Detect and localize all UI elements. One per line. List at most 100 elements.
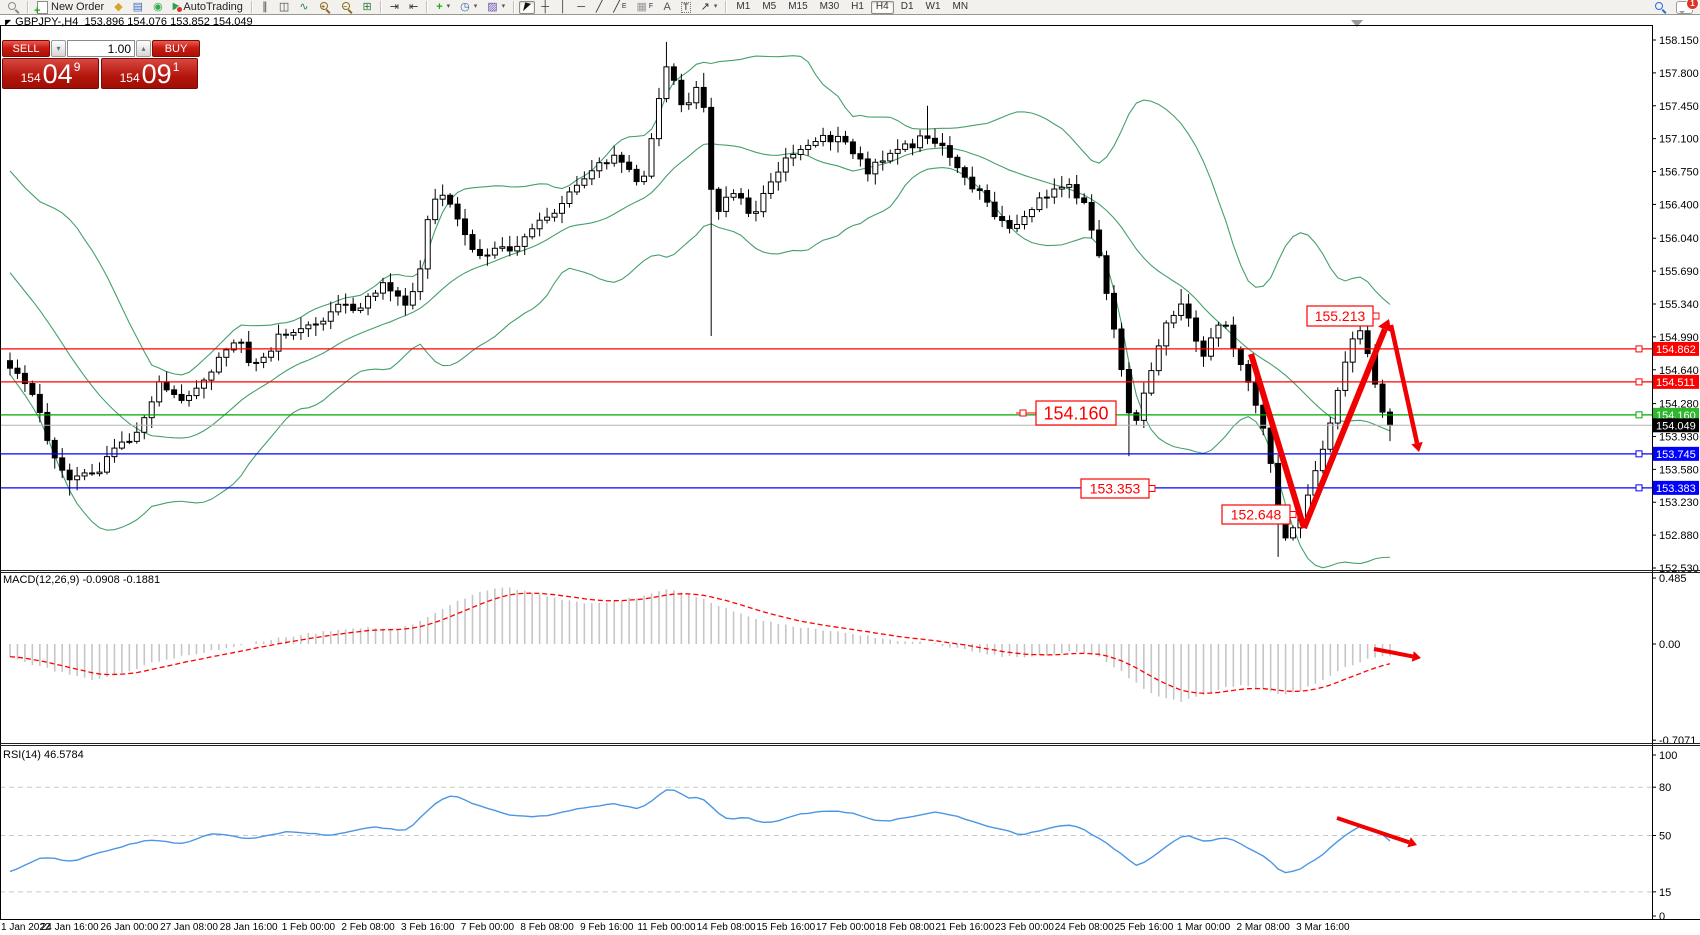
fibonacci-tool[interactable]: ▦ F [636, 1, 654, 13]
svg-text:1 Mar 00:00: 1 Mar 00:00 [1177, 922, 1231, 933]
timeframe-button-m30[interactable]: M30 [815, 1, 844, 14]
timeframe-label: MN [952, 1, 969, 12]
periods-button[interactable]: ◷ ▾ [460, 1, 478, 13]
toolbar-separator [426, 1, 429, 13]
signals-icon[interactable]: ◉ [149, 1, 167, 14]
svg-text:0.485: 0.485 [1659, 573, 1687, 585]
rsi-pane[interactable]: 100 80 50 15 0 RSI(14) 46.5784 [0, 749, 1677, 923]
svg-text:-0.7071: -0.7071 [1659, 735, 1696, 747]
timeframe-button-h4[interactable]: H4 [870, 0, 894, 14]
buy-price-button[interactable]: 154 09 1 [101, 58, 198, 89]
toolbar-separator [725, 1, 728, 13]
line-chart-icon-icon: ∿ [299, 1, 309, 13]
metaquotes-icon[interactable]: ◆ [110, 1, 126, 14]
zoom-in-icon: + [319, 1, 331, 13]
timeframe-label: M5 [762, 1, 777, 12]
timeframe-button-w1[interactable]: W1 [921, 1, 946, 14]
text-icon: A [663, 1, 671, 13]
bar-chart-icon-icon: ∥ [262, 1, 268, 13]
notifications-button[interactable]: 1 [1676, 0, 1699, 14]
templates-icon: ▨ [487, 1, 498, 13]
new-order-button[interactable]: New Order [33, 0, 108, 17]
svg-text:157.800: 157.800 [1659, 68, 1699, 80]
svg-text:11 Feb 00:00: 11 Feb 00:00 [637, 922, 696, 933]
timeframe-button-h1[interactable]: H1 [846, 1, 869, 14]
toolbar: New Order◆▤◉▶AutoTrading∥◫∿+−⊞⇥⇤+▾◷▾▨▾┼│… [0, 0, 1700, 17]
buy-price-prefix: 154 [119, 71, 140, 85]
svg-text:26 Jan 00:00: 26 Jan 00:00 [100, 922, 158, 933]
macd-signal-line [9, 592, 1391, 694]
chart-shift-icon[interactable]: ⇤ [405, 1, 422, 14]
volume-increase-button[interactable]: ▴ [136, 40, 151, 57]
indicators-button[interactable]: + ▾ [436, 1, 451, 13]
toolbar-right-group: 1 [1654, 0, 1699, 14]
timeframe-label: D1 [900, 1, 914, 12]
autotrading-button[interactable]: ▶ AutoTrading [169, 1, 247, 14]
depth-of-market-icon[interactable]: ▤ [129, 1, 147, 14]
svg-text:156.750: 156.750 [1659, 167, 1699, 179]
svg-text:154.511: 154.511 [1656, 377, 1695, 389]
tile-windows-icon[interactable]: ⊞ [359, 1, 376, 14]
horizontal-line-tool[interactable]: ─ [573, 1, 589, 14]
line-chart-icon[interactable]: ∿ [295, 1, 312, 14]
annotation-text: 155.213 [1315, 308, 1366, 324]
horizontal-levels[interactable]: 154.862 154.511 154.160 153.745 153.383 154.0… [0, 341, 1699, 495]
svg-text:158.150: 158.150 [1659, 35, 1699, 47]
find-symbol-icon [7, 1, 19, 13]
search-icon[interactable] [1654, 1, 1666, 13]
bar-chart-icon[interactable]: ∥ [257, 1, 273, 14]
timeframe-label: H1 [851, 1, 864, 12]
timeframe-button-m5[interactable]: M5 [757, 1, 781, 14]
trend-arrows[interactable] [1248, 319, 1423, 848]
arrows-tool[interactable]: ↗ ▾ [700, 1, 718, 13]
templates-button[interactable]: ▨ ▾ [487, 1, 506, 13]
trendline-tool[interactable]: ╱ [591, 1, 607, 14]
zoom-out-icon[interactable]: − [337, 1, 357, 14]
svg-text:14 Feb 08:00: 14 Feb 08:00 [697, 922, 756, 933]
buy-price-sup: 1 [172, 60, 180, 74]
svg-text:156.040: 156.040 [1659, 233, 1699, 245]
svg-text:153.930: 153.930 [1659, 431, 1699, 443]
vertical-line-icon: │ [559, 1, 567, 13]
candlestick-chart-icon-icon: ◫ [278, 1, 290, 13]
candlestick-layer[interactable] [7, 41, 1393, 557]
candlestick-chart-icon[interactable]: ◫ [275, 1, 293, 14]
chart-shift-icon-icon: ⇤ [408, 1, 419, 13]
macd-pane[interactable]: 0.485 0.00 -0.7071 MACD(12,26,9) -0.0908 -0… [3, 573, 1696, 747]
timeframe-label: H4 [875, 1, 889, 12]
svg-text:21 Feb 16:00: 21 Feb 16:00 [935, 922, 994, 933]
svg-text:0: 0 [1659, 911, 1665, 923]
timeframe-button-m1[interactable]: M1 [731, 1, 755, 14]
equidistant-channel-tool[interactable]: ╱ E [613, 1, 627, 13]
svg-text:154.049: 154.049 [1656, 420, 1696, 432]
timeframe-button-m15[interactable]: M15 [783, 1, 812, 14]
vertical-line-tool[interactable]: │ [555, 1, 571, 14]
sell-price-button[interactable]: 154 04 9 [2, 58, 99, 89]
indicators-icon: + [436, 1, 443, 13]
svg-text:155.690: 155.690 [1659, 266, 1699, 278]
timeframe-label: M15 [788, 1, 808, 12]
svg-text:8 Feb 08:00: 8 Feb 08:00 [520, 922, 574, 933]
text-label-tool[interactable]: T [677, 1, 695, 14]
depth-of-market-icon-icon: ▤ [132, 1, 144, 13]
buy-button[interactable]: BUY [152, 40, 200, 57]
text-tool[interactable]: A [659, 1, 675, 14]
price-annotations[interactable]: 155.213 154.160 153.353 152.648 [1016, 305, 1380, 525]
timeframe-button-mn[interactable]: MN [948, 1, 974, 14]
cursor-tool[interactable] [519, 0, 536, 14]
timeframe-button-d1[interactable]: D1 [896, 1, 919, 14]
svg-text:80: 80 [1659, 782, 1671, 794]
crosshair-tool[interactable]: ┼ [537, 1, 553, 14]
volume-decrease-button[interactable]: ▾ [51, 40, 66, 57]
svg-text:1 Jan 2022: 1 Jan 2022 [1, 922, 51, 933]
sell-button[interactable]: SELL [2, 40, 50, 57]
metaquotes-icon-icon: ◆ [114, 1, 123, 13]
find-symbol-icon[interactable] [3, 1, 23, 14]
volume-input[interactable] [67, 40, 135, 57]
svg-text:153.383: 153.383 [1656, 483, 1696, 495]
zoom-in-icon[interactable]: + [315, 1, 335, 14]
auto-scroll-icon[interactable]: ⇥ [386, 1, 403, 14]
zoom-out-icon: − [341, 1, 353, 13]
